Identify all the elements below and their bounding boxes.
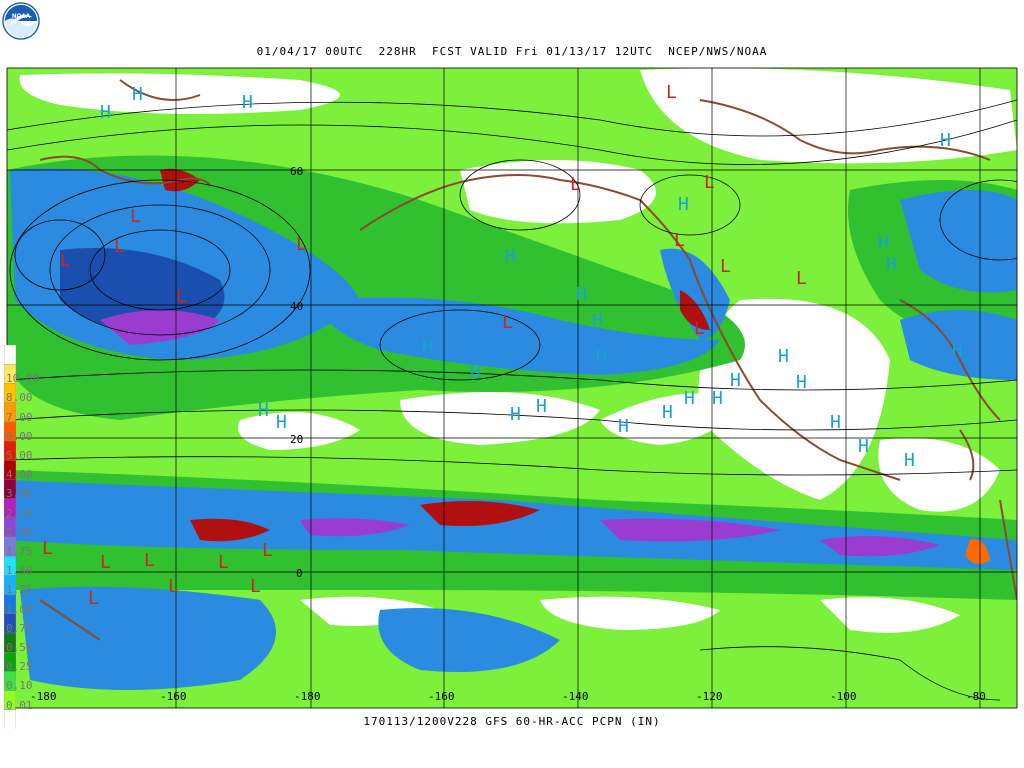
coastlines	[39, 79, 1017, 641]
high-pressure-marker: H	[536, 396, 547, 417]
low-pressure-marker: L	[570, 174, 581, 195]
legend-label: 7.00	[6, 410, 33, 424]
legend-label: 3.00	[6, 487, 33, 501]
legend-label: 1.75	[6, 545, 33, 558]
high-pressure-marker: H	[952, 340, 963, 361]
low-pressure-marker: L	[144, 550, 155, 571]
legend-label: 8.00	[6, 391, 33, 405]
high-pressure-marker: H	[422, 336, 433, 357]
noaa-logo-icon: NOAA	[2, 2, 40, 40]
low-pressure-marker: L	[250, 576, 261, 597]
low-pressure-marker: L	[60, 250, 71, 271]
high-pressure-marker: H	[132, 84, 143, 105]
high-pressure-marker: H	[778, 346, 789, 367]
low-pressure-marker: L	[176, 286, 187, 307]
legend-swatch	[4, 709, 16, 729]
legend-label: 4.00	[6, 468, 33, 482]
legend-label: 1.50	[6, 564, 33, 578]
legend-label: 1.25	[6, 583, 33, 597]
legend-label: 2.00	[6, 525, 33, 539]
low-pressure-marker: L	[168, 576, 179, 597]
low-pressure-marker: L	[674, 230, 685, 251]
lon-label-5: -140	[562, 690, 589, 703]
low-pressure-marker: L	[296, 234, 307, 255]
high-pressure-marker: H	[730, 370, 741, 391]
low-pressure-marker: L	[720, 256, 731, 277]
svg-text:NOAA: NOAA	[12, 14, 31, 20]
legend-label: 2.50	[6, 506, 33, 520]
high-pressure-marker: H	[904, 450, 915, 471]
precip-legend-bar	[4, 345, 16, 729]
low-pressure-marker: L	[88, 588, 99, 609]
lon-label-1: -180	[30, 690, 57, 703]
high-pressure-marker: H	[886, 254, 897, 275]
high-pressure-marker: H	[662, 402, 673, 423]
lat-label-40: 40	[290, 300, 303, 313]
low-pressure-marker: L	[114, 236, 125, 257]
legend-label: 6.00	[6, 429, 33, 443]
lon-label-3: -180	[294, 690, 321, 703]
legend-label: 10.00	[6, 372, 40, 386]
forecast-title: 01/04/17 00UTC 228HR FCST VALID Fri 01/1…	[256, 45, 768, 58]
high-pressure-marker: H	[258, 400, 269, 421]
lon-label-4: -160	[428, 690, 455, 703]
low-pressure-marker: L	[502, 312, 513, 333]
high-pressure-marker: H	[510, 404, 521, 425]
lat-label-20: 20	[290, 433, 303, 446]
high-pressure-marker: H	[596, 346, 607, 367]
high-pressure-marker: H	[576, 284, 587, 305]
legend-label: 1.00	[6, 602, 33, 616]
high-pressure-marker: H	[505, 246, 516, 267]
high-pressure-marker: H	[242, 92, 253, 113]
high-pressure-marker: H	[678, 194, 689, 215]
lon-label-6: -120	[696, 690, 723, 703]
low-pressure-marker: L	[704, 172, 715, 193]
low-pressure-marker: L	[262, 540, 273, 561]
lat-lon-grid	[7, 68, 1017, 708]
high-pressure-marker: H	[276, 412, 287, 433]
precip-field	[7, 68, 1017, 708]
precip-legend-labels: 10.00 8.00 7.00 6.00 5.00 4.00 3.00 2.50 2.00 1.7…	[6, 345, 66, 729]
low-pressure-marker: L	[218, 552, 229, 573]
high-pressure-marker: H	[712, 388, 723, 409]
map-caption: 170113/1200V228 GFS 60-HR-ACC PCPN (IN)	[363, 715, 661, 728]
high-pressure-marker: H	[858, 436, 869, 457]
lat-label-60: 60	[290, 165, 303, 178]
legend-label: 0.75	[6, 621, 33, 635]
high-pressure-marker: H	[940, 130, 951, 151]
low-pressure-marker: L	[42, 538, 53, 559]
high-pressure-marker: H	[684, 388, 695, 409]
high-pressure-marker: H	[878, 232, 889, 253]
high-pressure-marker: H	[592, 310, 603, 331]
low-pressure-marker: L	[666, 82, 677, 103]
high-pressure-marker: H	[796, 372, 807, 393]
high-pressure-marker: H	[100, 102, 111, 123]
legend-label: 0.01	[6, 698, 33, 712]
legend-label: 0.10	[6, 679, 33, 693]
low-pressure-marker: L	[100, 552, 111, 573]
high-pressure-marker: H	[618, 416, 629, 437]
high-pressure-marker: H	[470, 362, 481, 383]
pressure-contours	[7, 99, 1017, 701]
low-pressure-marker: L	[130, 206, 141, 227]
lon-label-8: -80	[966, 690, 986, 703]
legend-label: 0.50	[6, 641, 33, 654]
legend-label: 0.25	[6, 660, 33, 674]
low-pressure-marker: L	[694, 318, 705, 339]
lat-label-0: 0	[296, 567, 303, 580]
high-pressure-marker: H	[830, 412, 841, 433]
lon-label-2: -160	[160, 690, 187, 703]
legend-label: 5.00	[6, 449, 33, 462]
lon-label-7: -100	[830, 690, 857, 703]
low-pressure-marker: L	[796, 268, 807, 289]
